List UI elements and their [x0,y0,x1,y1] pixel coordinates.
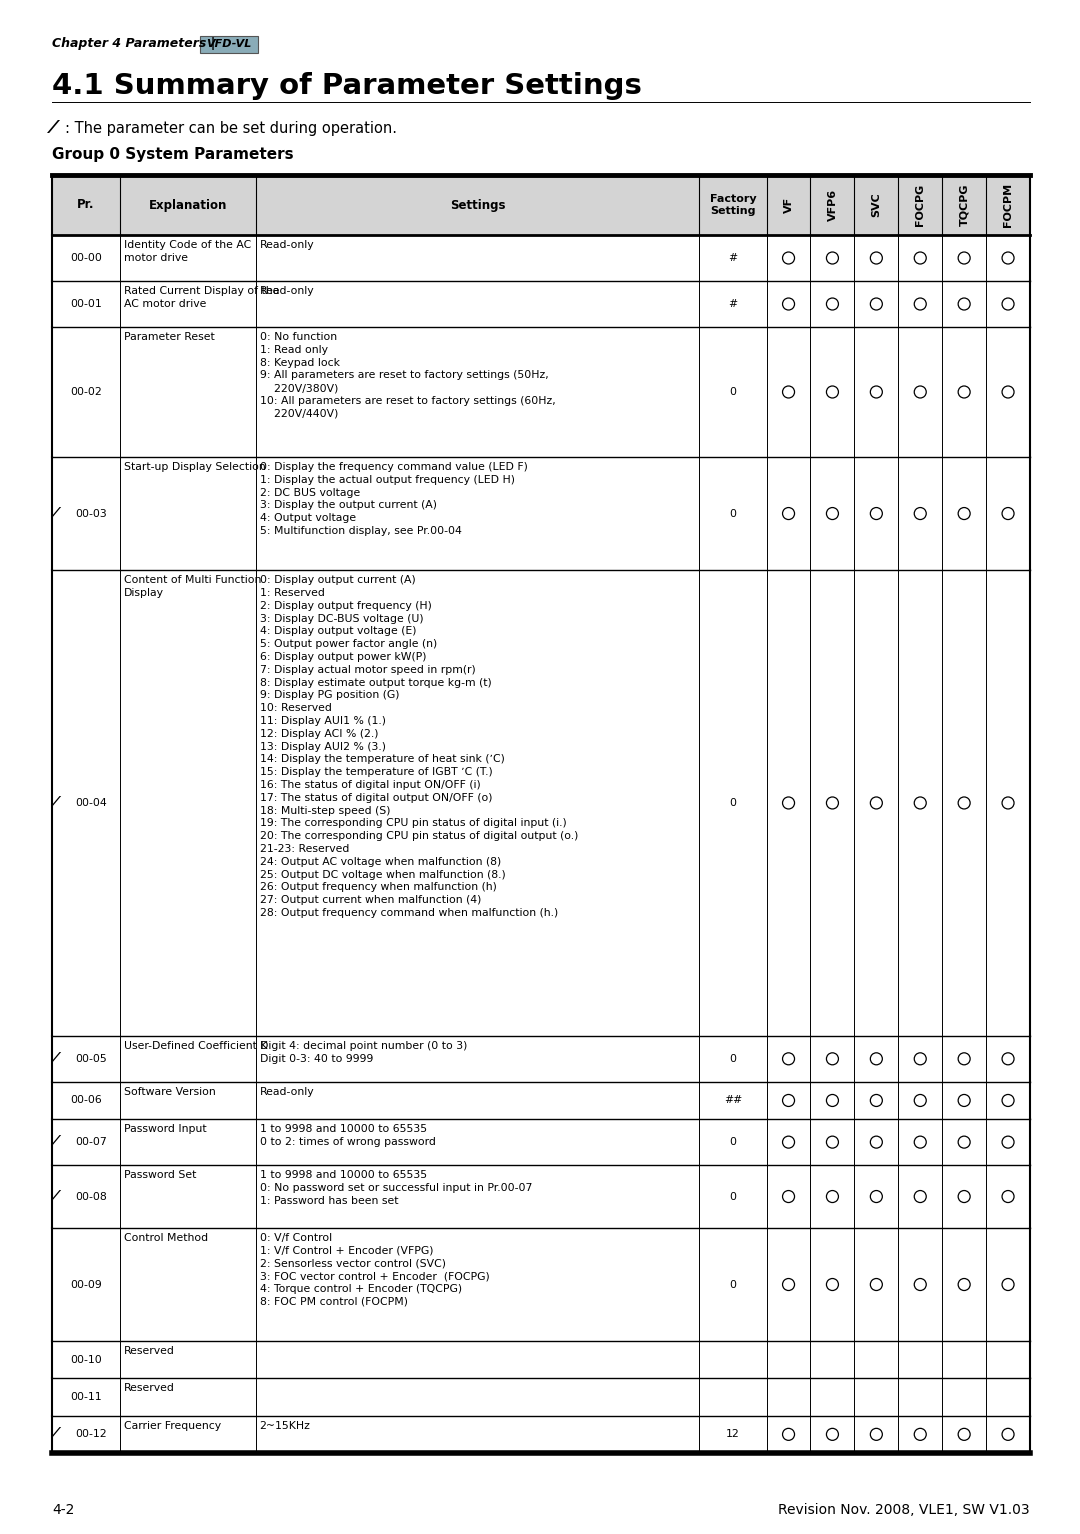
Text: #: # [728,253,738,262]
FancyBboxPatch shape [52,1166,1030,1227]
Text: ##: ## [724,1095,742,1106]
Text: Software Version: Software Version [124,1086,216,1097]
Text: Revision Nov. 2008, VLE1, SW V1.03: Revision Nov. 2008, VLE1, SW V1.03 [779,1503,1030,1517]
Text: 00-11: 00-11 [70,1391,102,1402]
Text: 00-04: 00-04 [76,798,107,808]
FancyBboxPatch shape [52,1416,1030,1453]
Text: Password Set: Password Set [124,1170,197,1180]
Text: Read-only: Read-only [259,285,314,296]
Text: Settings: Settings [449,198,505,212]
Text: User-Defined Coefficient K: User-Defined Coefficient K [124,1040,268,1051]
Text: 00-08: 00-08 [76,1192,107,1201]
Text: 00-00: 00-00 [70,253,102,262]
Text: 00-02: 00-02 [70,387,102,397]
Text: 4-2: 4-2 [52,1503,75,1517]
FancyBboxPatch shape [200,35,258,52]
Text: Chapter 4 Parameters |: Chapter 4 Parameters | [52,37,215,51]
FancyBboxPatch shape [52,1227,1030,1341]
Text: 0: V/f Control
1: V/f Control + Encoder (VFPG)
2: Sensorless vector control (SVC: 0: V/f Control 1: V/f Control + Encoder … [259,1233,489,1307]
Text: 0: No function
1: Read only
8: Keypad lock
9: All parameters are reset to factor: 0: No function 1: Read only 8: Keypad lo… [259,331,555,419]
Text: Reserved: Reserved [124,1347,175,1356]
Text: 00-03: 00-03 [76,509,107,518]
Text: Read-only: Read-only [259,1086,314,1097]
Text: Explanation: Explanation [149,198,227,212]
Text: FOCPG: FOCPG [915,184,926,225]
Text: 0: 0 [729,798,737,808]
Text: Digit 4: decimal point number (0 to 3)
Digit 0-3: 40 to 9999: Digit 4: decimal point number (0 to 3) D… [259,1040,467,1063]
Text: ⁄: ⁄ [55,1134,57,1147]
Text: ⁄: ⁄ [55,1189,57,1203]
Text: 1 to 9998 and 10000 to 65535
0: No password set or successful input in Pr.00-07
: 1 to 9998 and 10000 to 65535 0: No passw… [259,1170,532,1206]
Text: Parameter Reset: Parameter Reset [124,331,215,342]
Text: VFD-VL: VFD-VL [206,38,252,49]
FancyBboxPatch shape [52,457,1030,571]
Text: ⁄: ⁄ [55,795,57,808]
Text: 0: 0 [729,1279,737,1290]
FancyBboxPatch shape [52,327,1030,457]
Text: 0: 0 [729,1192,737,1201]
Text: Pr.: Pr. [78,198,95,212]
Text: Read-only: Read-only [259,239,314,250]
FancyBboxPatch shape [52,1081,1030,1120]
FancyBboxPatch shape [52,1379,1030,1416]
Text: ⁄: ⁄ [55,506,57,520]
FancyBboxPatch shape [52,1120,1030,1166]
Text: Carrier Frequency: Carrier Frequency [124,1420,221,1431]
Text: 2~15KHz: 2~15KHz [259,1420,311,1431]
Text: 0: 0 [729,509,737,518]
Text: 00-05: 00-05 [76,1054,107,1063]
Text: 0: Display output current (A)
1: Reserved
2: Display output frequency (H)
3: Dis: 0: Display output current (A) 1: Reserve… [259,575,578,917]
FancyBboxPatch shape [52,571,1030,1035]
Text: VF: VF [783,196,794,213]
Text: ⁄: ⁄ [55,1051,57,1065]
Text: 00-01: 00-01 [70,299,102,308]
Text: Factory
Setting: Factory Setting [710,193,756,216]
FancyBboxPatch shape [52,235,1030,281]
Text: #: # [728,299,738,308]
Text: 00-09: 00-09 [70,1279,102,1290]
Text: VFP6: VFP6 [827,189,837,221]
Text: 00-12: 00-12 [76,1430,107,1439]
Text: Start-up Display Selection: Start-up Display Selection [124,462,266,472]
Text: TQCPG: TQCPG [959,184,969,225]
FancyBboxPatch shape [52,281,1030,327]
FancyBboxPatch shape [52,1035,1030,1081]
Text: Rated Current Display of the
AC motor drive: Rated Current Display of the AC motor dr… [124,285,280,308]
Text: Content of Multi Function
Display: Content of Multi Function Display [124,575,261,598]
Text: 0: 0 [729,387,737,397]
Text: 1 to 9998 and 10000 to 65535
0 to 2: times of wrong password: 1 to 9998 and 10000 to 65535 0 to 2: tim… [259,1124,435,1147]
Text: 00-07: 00-07 [76,1137,107,1147]
Text: SVC: SVC [872,193,881,218]
Text: Password Input: Password Input [124,1124,206,1134]
Text: : The parameter can be set during operation.: : The parameter can be set during operat… [65,121,397,135]
Text: 0: Display the frequency command value (LED F)
1: Display the actual output freq: 0: Display the frequency command value (… [259,462,527,535]
Text: ⁄: ⁄ [52,120,55,137]
FancyBboxPatch shape [52,1341,1030,1379]
Text: 0: 0 [729,1054,737,1063]
Text: 4.1 Summary of Parameter Settings: 4.1 Summary of Parameter Settings [52,72,642,100]
Text: Reserved: Reserved [124,1384,175,1393]
Text: 12: 12 [726,1430,740,1439]
FancyBboxPatch shape [52,175,1030,235]
Text: ⁄: ⁄ [55,1427,57,1440]
Text: Control Method: Control Method [124,1233,208,1243]
Text: Group 0 System Parameters: Group 0 System Parameters [52,147,294,163]
Text: FOCPM: FOCPM [1003,183,1013,227]
Text: 00-06: 00-06 [70,1095,102,1106]
Text: 0: 0 [729,1137,737,1147]
Text: 00-10: 00-10 [70,1355,102,1365]
Text: Identity Code of the AC
motor drive: Identity Code of the AC motor drive [124,239,252,262]
